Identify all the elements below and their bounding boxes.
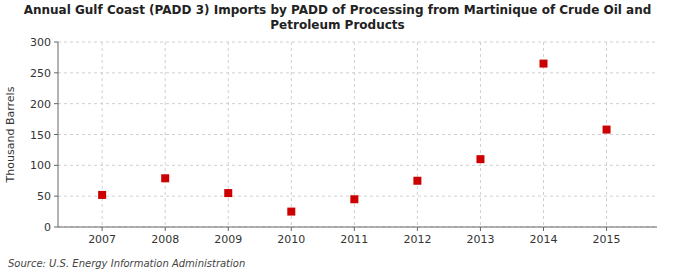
y-tick <box>54 196 58 197</box>
y-grid-line <box>58 165 657 166</box>
x-tick-label: 2008 <box>151 233 179 246</box>
y-tick-label: 50 <box>37 190 51 203</box>
y-grid-line <box>58 103 657 104</box>
x-grid-line <box>165 42 166 227</box>
y-tick-label: 0 <box>44 221 51 234</box>
y-tick-label: 300 <box>30 36 51 49</box>
point <box>161 174 169 182</box>
y-tick <box>54 227 58 228</box>
x-tick <box>480 227 481 231</box>
x-grid-line <box>417 42 418 227</box>
y-tick <box>54 103 58 104</box>
points <box>98 60 610 216</box>
x-tick <box>291 227 292 231</box>
x-tick-label: 2013 <box>466 233 494 246</box>
x-tick <box>417 227 418 231</box>
x-tick-label: 2015 <box>593 233 621 246</box>
x-grid-line <box>291 42 292 227</box>
x-tick-label: 2011 <box>340 233 368 246</box>
title: Annual Gulf Coast (PADD 3) Imports by PA… <box>24 3 652 32</box>
y-tick-label: 150 <box>30 129 51 142</box>
chart-svg: Annual Gulf Coast (PADD 3) Imports by PA… <box>0 0 675 275</box>
point <box>224 189 232 197</box>
x-grid-line <box>102 42 103 227</box>
y-grid-line <box>58 72 657 73</box>
x-tick-label: 2010 <box>277 233 305 246</box>
y-axis-label: Thousand Barrels <box>4 86 17 183</box>
x-grid-line <box>480 42 481 227</box>
x-tick <box>543 227 544 231</box>
chart-container: Annual Gulf Coast (PADD 3) Imports by PA… <box>0 0 675 275</box>
y-tick <box>54 42 58 43</box>
point <box>287 208 295 216</box>
title-line: Petroleum Products <box>270 18 404 32</box>
x-tick-label: 2012 <box>403 233 431 246</box>
point <box>98 191 106 199</box>
title-line: Annual Gulf Coast (PADD 3) Imports by PA… <box>24 3 652 17</box>
point <box>540 60 548 68</box>
x-axis-line <box>58 227 657 228</box>
x-tick <box>228 227 229 231</box>
point <box>413 177 421 185</box>
x-grid-line <box>228 42 229 227</box>
y-tick <box>54 165 58 166</box>
x-tick <box>165 227 166 231</box>
x-tick-label: 2009 <box>214 233 242 246</box>
y-tick-label: 200 <box>30 98 51 111</box>
annotation: Source: U.S. Energy Information Administ… <box>8 258 245 269</box>
x-grid-line <box>606 42 607 227</box>
y-grid-line <box>58 227 657 228</box>
y-tick <box>54 72 58 73</box>
x-grid-line <box>543 42 544 227</box>
y-tick-label: 100 <box>30 159 51 172</box>
point <box>476 155 484 163</box>
point <box>603 126 611 134</box>
y-grid-line <box>58 134 657 135</box>
point <box>350 195 358 203</box>
x-tick-label: 2014 <box>530 233 558 246</box>
y-tick-label: 250 <box>30 67 51 80</box>
x-tick <box>606 227 607 231</box>
y-tick <box>54 134 58 135</box>
axes: 2007 2008 2009 2010 2011 2012 2013 2014 2015 0 50 1… <box>30 36 657 246</box>
x-tick <box>354 227 355 231</box>
x-tick <box>102 227 103 231</box>
grid <box>58 42 657 227</box>
y-grid-line <box>58 42 657 43</box>
x-tick-label: 2007 <box>88 233 116 246</box>
